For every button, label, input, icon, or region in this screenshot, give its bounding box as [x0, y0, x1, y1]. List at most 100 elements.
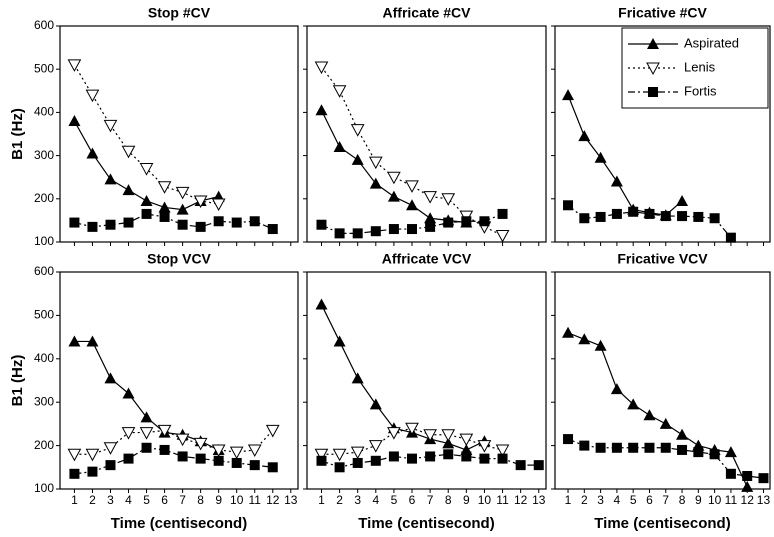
marker: [315, 104, 328, 116]
marker: [725, 232, 736, 243]
marker: [176, 203, 189, 215]
x-tick-label: 6: [161, 493, 168, 507]
marker: [477, 440, 492, 453]
marker: [441, 429, 456, 442]
legend-marker: [647, 38, 659, 49]
marker: [388, 451, 399, 462]
marker: [441, 193, 456, 206]
x-tick-label: 8: [445, 493, 452, 507]
marker: [610, 175, 623, 187]
marker: [693, 447, 704, 458]
marker: [69, 468, 80, 479]
x-tick-label: 1: [318, 493, 325, 507]
marker: [677, 444, 688, 455]
marker: [193, 195, 208, 209]
x-tick-label: 7: [662, 493, 669, 507]
marker: [611, 208, 622, 219]
marker: [314, 61, 329, 75]
marker: [105, 460, 116, 471]
x-tick-label: 10: [708, 493, 722, 507]
marker: [495, 444, 510, 457]
marker: [265, 424, 280, 438]
marker: [479, 453, 490, 464]
marker: [594, 151, 607, 163]
x-tick-label: 11: [496, 493, 509, 507]
marker: [140, 194, 153, 206]
marker: [195, 453, 206, 464]
marker: [627, 398, 640, 410]
marker: [388, 224, 399, 235]
series-line: [320, 109, 467, 224]
marker: [659, 417, 672, 429]
legend-marker: [648, 87, 658, 97]
marker: [406, 199, 419, 211]
marker: [352, 457, 363, 468]
marker: [231, 457, 242, 468]
marker: [405, 422, 419, 436]
x-tick-label: 1: [71, 493, 78, 507]
x-tick-label: 12: [266, 493, 280, 507]
marker: [423, 191, 437, 204]
subplot-title: Stop #CV: [148, 5, 211, 21]
marker: [611, 442, 622, 453]
subplot-title: Fricative #CV: [618, 5, 707, 21]
marker: [369, 177, 382, 189]
marker: [193, 437, 208, 451]
marker: [594, 339, 607, 351]
marker: [314, 448, 329, 462]
series-line: [320, 304, 485, 451]
plot-frame: [306, 25, 547, 243]
marker: [122, 184, 135, 196]
marker: [424, 212, 437, 224]
y-tick-label: 600: [34, 264, 54, 278]
x-tick-label: 2: [336, 493, 343, 507]
marker: [533, 460, 544, 471]
marker: [352, 228, 363, 239]
marker: [68, 115, 81, 127]
x-tick-label: 3: [354, 493, 361, 507]
marker: [562, 326, 575, 338]
x-tick-label: 8: [679, 493, 686, 507]
marker: [407, 224, 418, 235]
legend-label: Aspirated: [684, 35, 739, 50]
marker: [628, 442, 639, 453]
legend-marker: [646, 62, 660, 76]
marker: [103, 442, 118, 455]
marker: [267, 462, 278, 473]
marker: [423, 429, 437, 442]
x-tick-label: 12: [514, 493, 528, 507]
marker: [123, 217, 134, 228]
marker: [140, 411, 153, 423]
marker: [334, 228, 345, 239]
marker: [315, 298, 328, 310]
marker: [370, 455, 381, 466]
y-tick-label: 300: [34, 148, 54, 162]
series-line: [73, 64, 219, 205]
marker: [332, 85, 347, 98]
y-tick-label: 200: [34, 438, 54, 452]
marker: [563, 434, 574, 445]
series-line: [74, 213, 273, 230]
legend-box: [621, 27, 769, 109]
marker: [334, 462, 345, 473]
marker: [141, 442, 152, 453]
marker: [497, 208, 508, 219]
marker: [578, 333, 591, 345]
y-tick-label: 400: [34, 351, 54, 365]
marker: [660, 442, 671, 453]
marker: [709, 449, 720, 460]
x-tick-label: 13: [532, 493, 546, 507]
marker: [177, 219, 188, 230]
marker: [407, 453, 418, 464]
marker: [333, 140, 346, 152]
plot-frame: [554, 271, 771, 490]
series-line: [567, 94, 683, 216]
marker: [85, 89, 100, 103]
marker: [141, 208, 152, 219]
marker: [724, 446, 737, 458]
plot-frame: [59, 271, 299, 490]
x-tick-label: 6: [646, 493, 653, 507]
marker: [104, 173, 117, 185]
marker: [563, 200, 574, 211]
marker: [67, 448, 82, 462]
